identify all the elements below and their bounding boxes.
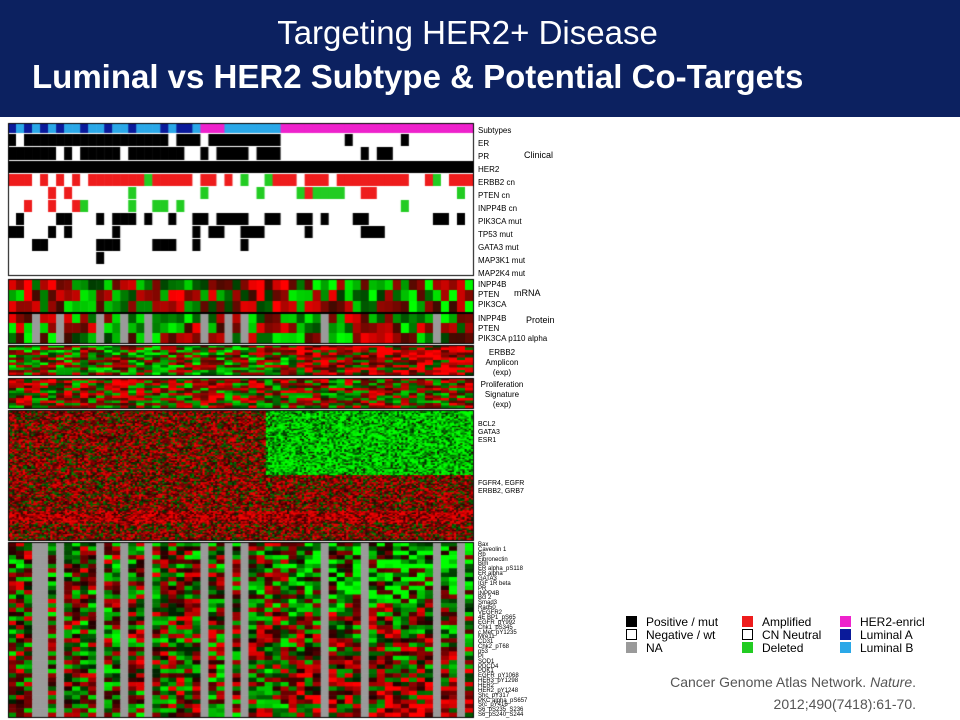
protein-row-inpp4b: INPP4B [478, 314, 507, 323]
mrna-row-inpp4b: INPP4B [478, 280, 507, 289]
rppa-row-label: PI [478, 653, 484, 660]
rppa-row-label: S6_pS235_S236 [478, 707, 524, 714]
rppa-row-label: EGFR_pY1068 [478, 673, 519, 680]
rppa-row-label: Shc_pY317 [478, 692, 510, 699]
group-label-mrna: mRNA [514, 288, 541, 298]
legend-swatch-amplified [742, 616, 753, 627]
rppa-row-label: GATA3 [478, 576, 497, 583]
rppa-row-label: Bax [478, 542, 489, 548]
mrna-row-pik3ca: PIK3CA [478, 300, 507, 309]
row-label-er: ER [478, 139, 490, 148]
expr-genes-fgfr4-egfr-erbb2-grb7: FGFR4, EGFR ERBB2, GRB7 [478, 480, 525, 495]
heatmap-canvas [0, 117, 565, 720]
rppa-row-label: Chk2_pT68 [478, 644, 510, 651]
rppa-row-label: c Met_pY1235 [478, 629, 517, 636]
group-label-erbb2-amplicon: ERBB2 Amplicon (exp) [485, 348, 519, 377]
rppa-row-label: PKC alpha_pS657 [478, 697, 528, 704]
rppa-row-label: Fibronectin [478, 556, 508, 563]
row-label-pr: PR [478, 152, 490, 161]
rppa-row-label: Rad50 [478, 605, 496, 612]
protein-row-pten: PTEN [478, 324, 500, 333]
rppa-row-label: INPP4B [478, 590, 500, 597]
legend-label-deleted: Deleted [762, 641, 804, 654]
row-label-map3k1-mut: MAP3K1 mut [478, 256, 526, 265]
expr-genes-bcl2-gata3-esr1: BCL2 GATA3 ESR1 [478, 421, 500, 444]
rppa-row-label: PR [478, 585, 487, 592]
mrna-row-pten: PTEN [478, 290, 500, 299]
legend-label-amplified: Amplified [762, 615, 812, 629]
rppa-row-label: Bim [478, 561, 489, 568]
heatmap-labels: Subtypes ER PR HER2 ERBB2 cn PTEN cn INP… [0, 117, 565, 720]
row-label-pik3ca-mut: PIK3CA mut [478, 217, 522, 226]
legend-label-her2-enriched: HER2-enriched [860, 615, 924, 629]
legend: Positive / mut Negative / wt NA Amplifie… [624, 614, 924, 654]
legend-swatch-na [626, 642, 637, 653]
tcga-heatmap-figure: Subtypes ER PR HER2 ERBB2 cn PTEN cn INP… [0, 117, 565, 720]
row-label-pten-cn: PTEN cn [478, 191, 511, 200]
legend-label-luminal-a: Luminal A [860, 628, 913, 642]
row-label-gata3-mut: GATA3 mut [478, 243, 519, 252]
legend-label-na: NA [646, 641, 663, 654]
citation-journal: Nature [870, 674, 913, 690]
group-label-protein: Protein [526, 315, 555, 325]
citation-ref: 2012;490(7418):61-70. [773, 696, 916, 712]
row-label-inpp4b-cn: INPP4B cn [478, 204, 518, 213]
rppa-row-label: Bcl 2 [478, 595, 492, 602]
rppa-row-label: Caveolin 1 [478, 546, 507, 553]
rppa-row-label: IGF 1R beta [478, 580, 511, 587]
row-label-her2: HER2 [478, 165, 500, 174]
slide-subtitle: Luminal vs HER2 Subtype & Potential Co-T… [32, 58, 804, 95]
legend-swatch-positive [626, 616, 637, 627]
rppa-row-label: Chk1_pS345 [478, 624, 513, 631]
rppa-row-label: EGFR_pY992 [478, 619, 516, 626]
rppa-row-label: VEGFR2 [478, 610, 503, 617]
group-label-clinical: Clinical [524, 150, 554, 160]
rppa-row-label: Src_pY416 [478, 702, 508, 709]
protein-row-pik3ca: PIK3CA p110 alpha [478, 334, 548, 343]
rppa-row-label: CD31 [478, 639, 494, 646]
legend-label-negative: Negative / wt [646, 628, 716, 642]
rppa-row-label: Mre11 [478, 634, 495, 641]
slide-header: Targeting HER2+ Disease Luminal vs HER2 … [0, 0, 960, 117]
rppa-row-label: Rb [478, 551, 486, 558]
row-label-subtypes: Subtypes [478, 126, 512, 135]
legend-swatch-her2-enriched [840, 616, 851, 627]
legend-swatch-negative [626, 629, 637, 640]
legend-label-cn-neutral: CN Neutral [762, 628, 822, 642]
rppa-row-label: 4E BP1_pS65 [478, 614, 516, 621]
rppa-row-label: ER alpha [478, 571, 503, 578]
legend-label-luminal-b: Luminal B [860, 641, 914, 654]
rppa-row-label: HER3_pY1298 [478, 678, 519, 685]
citation: Cancer Genome Atlas Network. Nature. 201… [670, 674, 916, 712]
slide-title: Targeting HER2+ Disease [277, 14, 658, 51]
rppa-row-label: PDK1 [478, 668, 494, 675]
rppa-row-label: p53 [478, 648, 489, 655]
citation-authors: Cancer Genome Atlas Network. [670, 674, 867, 690]
row-label-tp53-mut: TP53 mut [478, 230, 513, 239]
group-label-proliferation: Proliferation Signature (exp) [480, 380, 524, 409]
row-label-erbb2-cn: ERBB2 cn [478, 178, 515, 187]
legend-swatch-deleted [742, 642, 753, 653]
rppa-row-label: Smad3 [478, 600, 498, 607]
rppa-row-label: S6_pS240_S244 [478, 712, 524, 719]
rppa-row-label: ER alpha_pS118 [478, 566, 523, 573]
rppa-row-label: SOD1 [478, 658, 495, 665]
legend-swatch-luminal-a [840, 629, 851, 640]
rppa-row-label: PDCD4 [478, 663, 499, 670]
rppa-row-label: HER2_pY1248 [478, 687, 519, 694]
row-label-map2k4-mut: MAP2K4 mut [478, 269, 526, 278]
legend-swatch-cn-neutral [742, 629, 753, 640]
rppa-row-label: HER2 [478, 682, 495, 689]
legend-label-positive: Positive / mut [646, 615, 719, 629]
legend-swatch-luminal-b [840, 642, 851, 653]
